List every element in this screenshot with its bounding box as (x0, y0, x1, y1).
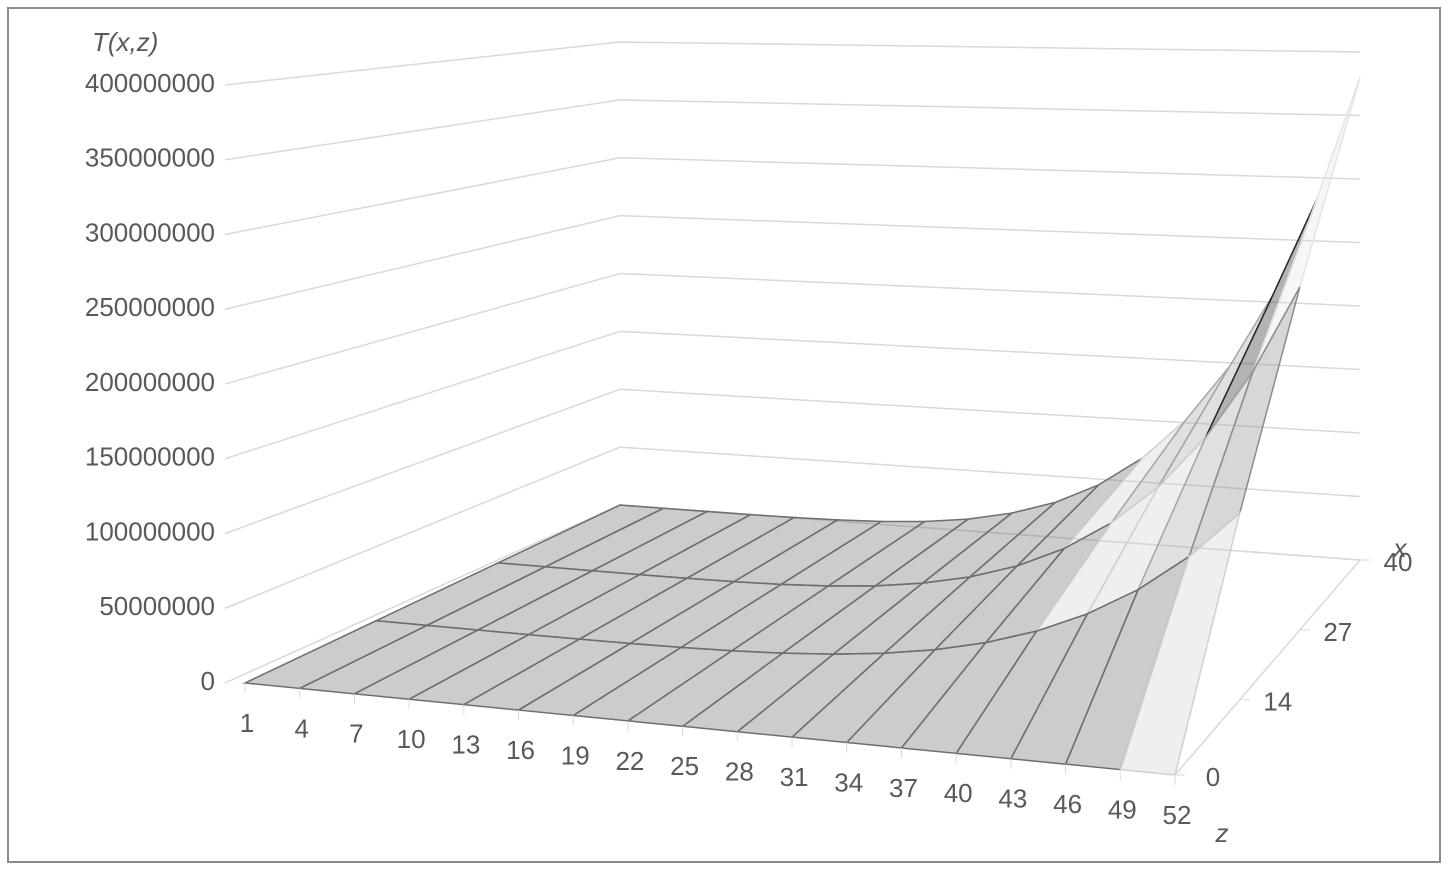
z-tick-label: 46 (1053, 789, 1082, 819)
z-tick-label: 34 (834, 767, 863, 797)
y-tick-label: 100000000 (85, 516, 215, 546)
grid-line (224, 99, 1361, 161)
chart-frame (7, 7, 1441, 863)
z-tick-label: 37 (889, 773, 918, 803)
grid-line (224, 156, 1361, 236)
x-tick-label: 27 (1323, 617, 1352, 647)
x-tick-label: 0 (1206, 762, 1220, 792)
z-tick-label: 4 (294, 713, 308, 743)
z-tick-label: 7 (349, 719, 363, 749)
z-tick-label: 28 (725, 757, 754, 787)
z-tick-label: 1 (240, 708, 254, 738)
grid-line (224, 388, 1361, 535)
grid-line (224, 41, 1361, 86)
y-tick-label: 350000000 (85, 143, 215, 173)
x-tick-label: 14 (1263, 687, 1292, 717)
z-axis-title: z (1215, 818, 1229, 848)
x-tick-label: 40 (1384, 547, 1413, 577)
y-tick-label: 250000000 (85, 292, 215, 322)
y-tick-label: 200000000 (85, 367, 215, 397)
x-axis-title: x (1392, 533, 1408, 563)
y-tick-label: 0 (201, 666, 215, 696)
z-tick-label: 22 (615, 746, 644, 776)
grid-line (224, 330, 1361, 460)
z-tick-label: 31 (780, 762, 809, 792)
z-tick-label: 25 (670, 751, 699, 781)
z-tick-label: 19 (561, 740, 590, 770)
y-axis-title: T(x,z) (92, 27, 158, 57)
grid-line (224, 272, 1361, 385)
z-tick-label: 16 (506, 735, 535, 765)
grid-line (224, 214, 1361, 310)
y-tick-label: 400000000 (85, 68, 215, 98)
grid-line (224, 446, 1361, 609)
surface-cell (1119, 511, 1242, 776)
z-tick-label: 13 (451, 730, 480, 760)
z-tick-label: 52 (1163, 800, 1192, 830)
z-tick-label: 10 (397, 724, 426, 754)
z-tick-label: 49 (1108, 794, 1137, 824)
y-tick-label: 150000000 (85, 442, 215, 472)
y-tick-label: 50000000 (99, 591, 215, 621)
z-tick-label: 40 (944, 778, 973, 808)
z-tick-label: 43 (998, 784, 1027, 814)
y-tick-label: 300000000 (85, 217, 215, 247)
